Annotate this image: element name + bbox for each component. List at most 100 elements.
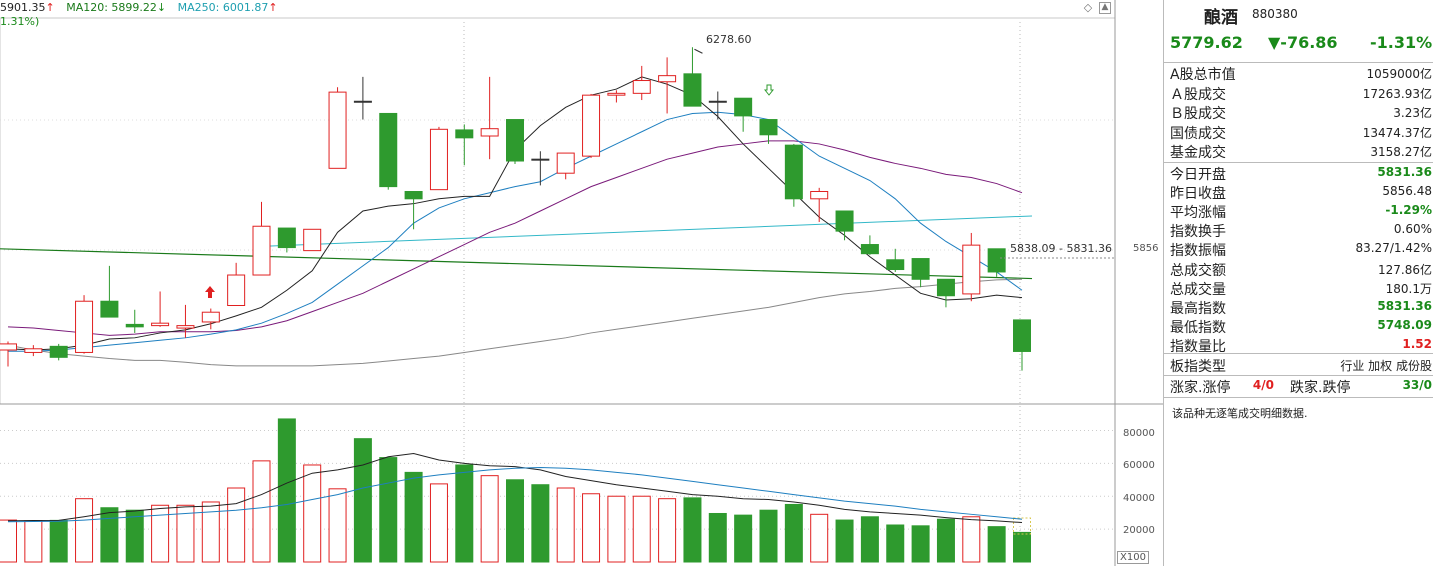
index-type-label: 板指类型 (1170, 359, 1226, 375)
stat-value: 5831.36 (1377, 298, 1432, 313)
buy-signal-arrow (205, 286, 215, 298)
stat-row: 指数换手 0.60% (1168, 220, 1432, 241)
volume-bar (911, 525, 930, 563)
kline-chart-svg[interactable] (0, 0, 1163, 566)
divider (1164, 162, 1433, 163)
volume-bar (0, 519, 17, 563)
sell-signal-arrow (763, 84, 775, 96)
stat-label: 最低指数 (1170, 319, 1226, 336)
high-marker (694, 48, 703, 54)
range-label: 5838.09 - 5831.36 (1010, 242, 1112, 255)
volume-bar (227, 487, 246, 563)
candle-body (100, 300, 119, 318)
stat-label: 平均涨幅 (1170, 205, 1226, 222)
candle-body (683, 73, 702, 107)
candle-body (556, 152, 575, 174)
volume-bar (176, 504, 195, 563)
stat-label: 指数换手 (1170, 224, 1226, 241)
volume-bar (404, 471, 423, 563)
quote-panel: 酿酒 880380 5779.62 ▼-76.86 -1.31% A股总市值 10… (1163, 0, 1433, 566)
volume-bar (658, 498, 677, 563)
stat-label: 总成交量 (1170, 281, 1226, 298)
volume-bar (252, 460, 271, 563)
collapse-up-icon[interactable]: ▲ (1099, 2, 1111, 14)
volume-bar (125, 509, 144, 563)
volume-bar (784, 503, 803, 563)
candle-body (151, 322, 170, 327)
volume-bar (201, 501, 220, 563)
stat-value: 1059000亿 (1366, 67, 1432, 81)
volume-hint-box (1013, 517, 1031, 535)
ma120-line (0, 248, 1033, 280)
candle-body (860, 244, 879, 255)
vol-tick-60000: 60000 (1123, 460, 1155, 471)
stat-value: 13474.37亿 (1362, 125, 1432, 140)
stat-value: 0.60% (1393, 222, 1432, 237)
candle-body (379, 112, 398, 188)
ma60-line (7, 278, 1023, 367)
stat-value: 83.27/1.42% (1355, 241, 1432, 256)
candle-body (936, 278, 955, 297)
diamond-icon[interactable]: ◇ (1083, 1, 1093, 14)
stat-value: 1.52 (1402, 336, 1432, 351)
candle-body (734, 97, 753, 117)
stat-value: 3.23亿 (1393, 106, 1432, 120)
volume-bar (24, 520, 43, 563)
volume-bar (277, 418, 296, 563)
vol-tick-20000: 20000 (1123, 525, 1155, 536)
volume-bar (1013, 531, 1031, 563)
candle-body (810, 190, 829, 200)
stat-label: 基金成交 (1170, 145, 1226, 161)
up-count-value: 4/0 (1252, 378, 1274, 392)
kline-chart-area[interactable]: 5901.35↑ MA120: 5899.22↓ MA250: 6001.87↑… (0, 0, 1163, 566)
current-price: 5779.62 (1170, 33, 1243, 52)
candle-body (506, 119, 524, 162)
volume-bar (506, 479, 524, 563)
stat-label: A股总市值 (1170, 67, 1236, 83)
stat-value: 5748.09 (1377, 317, 1432, 332)
candle-body (24, 348, 43, 353)
stat-row: 总成交量 180.1万 (1168, 278, 1432, 298)
candle-body (886, 259, 905, 271)
index-name: 酿酒 (1204, 8, 1238, 28)
stat-row: 指数振幅 83.27/1.42% (1168, 239, 1432, 259)
updown-row: 涨家.涨停 4/0 跌家.跌停 33/0 (1168, 376, 1432, 396)
volume-bar (75, 498, 94, 563)
stat-row: Ａ股成交 17263.93亿 (1168, 83, 1432, 103)
volume-bar (936, 518, 955, 563)
candle-body (201, 311, 220, 323)
stat-row: 国债成交 13474.37亿 (1168, 122, 1432, 142)
candle-body (658, 75, 677, 83)
ma250-legend: MA250: 6001.87↑ (177, 1, 278, 14)
candle-body (252, 225, 271, 276)
candle-body (987, 248, 1006, 273)
volume-bar (860, 516, 879, 563)
volume-bar (480, 475, 499, 563)
candle-body (49, 345, 68, 358)
stat-value: 3158.27亿 (1370, 145, 1432, 159)
stat-row: Ｂ股成交 3.23亿 (1168, 102, 1432, 122)
volume-bar (582, 493, 601, 563)
volume-bar (810, 513, 829, 563)
ma250-line (261, 215, 1033, 247)
volume-bar (556, 487, 575, 563)
index-code: 880380 (1252, 7, 1298, 21)
volume-bar (49, 519, 68, 563)
candle-body (911, 258, 930, 280)
stat-row: 平均涨幅 -1.29% (1168, 201, 1432, 222)
volume-unit-label: X100 (1117, 551, 1149, 564)
candle-body (708, 100, 727, 103)
stat-value: 127.86亿 (1378, 262, 1432, 277)
volume-bar (100, 507, 119, 563)
volume-bar (962, 516, 981, 563)
index-type-row: 板指类型 行业 加权 成份股 (1168, 355, 1432, 375)
candle-body (480, 128, 499, 137)
index-type-value[interactable]: 行业 加权 成份股 (1340, 359, 1432, 373)
stat-row: 昨日收盘 5856.48 (1168, 182, 1432, 202)
volume-bar (429, 483, 448, 563)
candle-body (607, 92, 626, 96)
volume-bar (353, 438, 372, 563)
volume-bar (708, 512, 727, 563)
candle-body (75, 300, 94, 353)
vol-tick-40000: 40000 (1123, 493, 1155, 504)
